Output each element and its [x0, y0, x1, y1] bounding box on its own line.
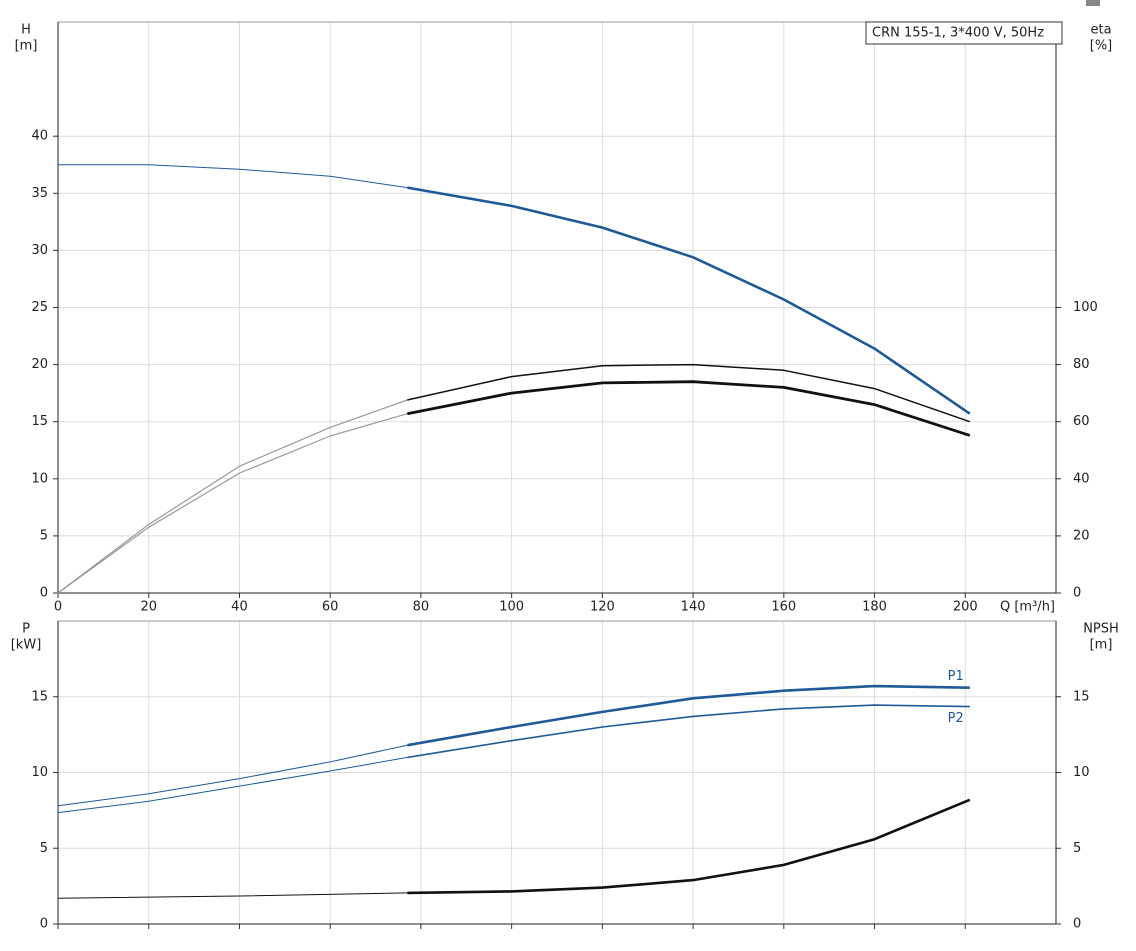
y2-tick-label: 20: [1073, 528, 1090, 543]
y-tick-label: 35: [31, 186, 48, 201]
curve: [407, 363, 971, 423]
x-tick-label: 100: [499, 600, 524, 615]
curve: [58, 164, 408, 189]
y-axis-label: [kW]: [11, 638, 42, 653]
chart-title: CRN 155-1, 3*400 V, 50Hz: [872, 26, 1044, 41]
y-tick-label: 0: [40, 917, 48, 932]
x-tick-label: 180: [862, 600, 887, 615]
y-tick-label: 10: [31, 765, 48, 780]
x-tick-label: 60: [322, 600, 339, 615]
curve: [57, 413, 408, 594]
curve: [407, 684, 970, 747]
y2-tick-label: 100: [1073, 300, 1098, 315]
y2-axis-label: eta: [1090, 23, 1111, 38]
y2-axis-label: NPSH: [1083, 622, 1119, 637]
y2-tick-label: 10: [1073, 765, 1090, 780]
series-label: P2: [948, 711, 964, 726]
curve: [407, 704, 970, 759]
y-axis-label: [m]: [15, 39, 38, 54]
y-tick-label: 5: [40, 841, 48, 856]
curve: [57, 744, 408, 807]
x-tick-label: 160: [771, 600, 796, 615]
y2-tick-label: 40: [1073, 471, 1090, 486]
corner-icon: [1086, 0, 1100, 6]
y-tick-label: 40: [31, 129, 48, 144]
y2-tick-label: 0: [1073, 917, 1081, 932]
y-tick-label: 5: [40, 528, 48, 543]
curve: [57, 756, 408, 814]
x-tick-label: 0: [54, 600, 62, 615]
y-tick-label: 15: [31, 689, 48, 704]
y2-axis-label: [m]: [1090, 638, 1113, 653]
y-axis-label: P: [22, 622, 30, 637]
x-tick-label: 120: [590, 600, 615, 615]
y2-tick-label: 0: [1073, 586, 1081, 601]
curve: [407, 380, 971, 437]
curve: [407, 186, 971, 415]
y2-tick-label: 5: [1073, 841, 1081, 856]
y-tick-label: 25: [31, 300, 48, 315]
x-tick-label: 140: [681, 600, 706, 615]
y2-tick-label: 15: [1073, 689, 1090, 704]
y2-axis-label: [%]: [1090, 39, 1113, 54]
y-axis-label: H: [21, 23, 31, 38]
y-tick-label: 30: [31, 243, 48, 258]
curve: [57, 399, 408, 594]
y-tick-label: 10: [31, 471, 48, 486]
x-tick-label: 80: [413, 600, 430, 615]
y2-tick-label: 60: [1073, 414, 1090, 429]
y-tick-label: 15: [31, 414, 48, 429]
x-tick-label: 20: [140, 600, 157, 615]
y-tick-label: 20: [31, 357, 48, 372]
x-axis-label: Q [m³/h]: [1000, 600, 1055, 615]
title-box: [865, 21, 1063, 45]
y2-tick-label: 80: [1073, 357, 1090, 372]
x-tick-label: 40: [231, 600, 248, 615]
series-label: P1: [948, 669, 964, 684]
y-tick-label: 0: [40, 586, 48, 601]
curve: [57, 892, 408, 899]
curve: [407, 798, 971, 895]
x-tick-label: 200: [953, 600, 978, 615]
